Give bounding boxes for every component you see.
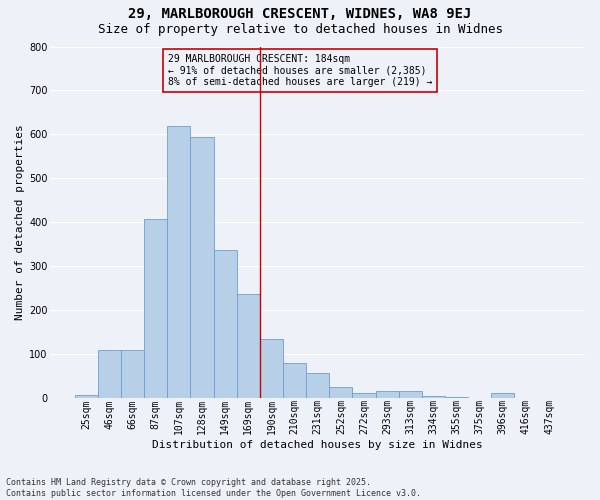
- Bar: [399, 391, 422, 398]
- Bar: [283, 362, 306, 398]
- Y-axis label: Number of detached properties: Number of detached properties: [15, 124, 25, 320]
- Text: 29 MARLBOROUGH CRESCENT: 184sqm
← 91% of detached houses are smaller (2,385)
8% : 29 MARLBOROUGH CRESCENT: 184sqm ← 91% of…: [168, 54, 433, 86]
- Bar: [121, 350, 144, 398]
- Text: Size of property relative to detached houses in Widnes: Size of property relative to detached ho…: [97, 22, 503, 36]
- Bar: [144, 219, 167, 398]
- Bar: [75, 394, 98, 398]
- Bar: [422, 396, 445, 398]
- Bar: [352, 392, 376, 398]
- Bar: [167, 126, 190, 398]
- Bar: [306, 373, 329, 398]
- Bar: [190, 136, 214, 398]
- X-axis label: Distribution of detached houses by size in Widnes: Distribution of detached houses by size …: [152, 440, 483, 450]
- Bar: [214, 250, 237, 398]
- Bar: [491, 394, 514, 398]
- Bar: [376, 391, 399, 398]
- Bar: [260, 338, 283, 398]
- Text: Contains HM Land Registry data © Crown copyright and database right 2025.
Contai: Contains HM Land Registry data © Crown c…: [6, 478, 421, 498]
- Text: 29, MARLBOROUGH CRESCENT, WIDNES, WA8 9EJ: 29, MARLBOROUGH CRESCENT, WIDNES, WA8 9E…: [128, 8, 472, 22]
- Bar: [237, 294, 260, 398]
- Bar: [98, 350, 121, 398]
- Bar: [329, 387, 352, 398]
